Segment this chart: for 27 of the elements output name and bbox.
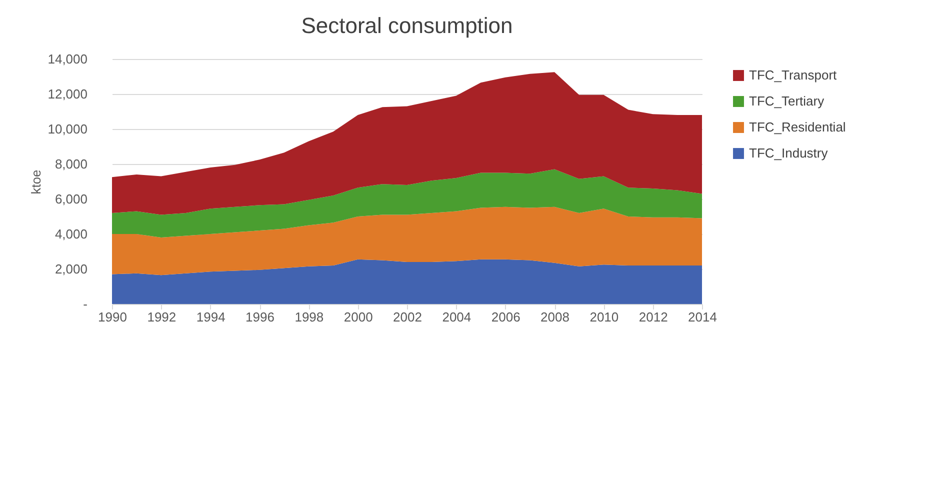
chart-title: Sectoral consumption (301, 13, 513, 38)
y-tick-label: 8,000 (54, 156, 88, 172)
y-tick-label: - (83, 296, 88, 312)
x-tick-label: 1992 (147, 310, 176, 324)
legend-label: TFC_Industry (749, 146, 828, 160)
x-tick-label: 2006 (491, 310, 520, 324)
x-tick-label: 2002 (393, 310, 422, 324)
x-tick-label: 2004 (442, 310, 472, 324)
legend-label: TFC_Transport (749, 68, 838, 82)
x-tick-label: 1996 (246, 310, 274, 324)
y-tick-label: 14,000 (48, 52, 88, 66)
y-axis-title: ktoe (28, 170, 44, 194)
x-tick-label: 2010 (590, 310, 619, 324)
y-tick-label: 6,000 (54, 192, 88, 206)
y-tick-label: 2,000 (54, 262, 88, 276)
legend-label: TFC_Tertiary (749, 94, 825, 108)
x-tick-label: 2008 (540, 310, 570, 324)
x-tick-label: 2014 (688, 310, 717, 324)
x-tick-label: 1990 (98, 310, 127, 324)
y-tick-label: 4,000 (54, 226, 88, 242)
legend-label: TFC_Residential (749, 120, 846, 134)
x-tick-label: 2012 (638, 310, 668, 324)
x-tick-label: 1994 (196, 310, 226, 324)
y-tick-label: 12,000 (48, 86, 88, 102)
x-tick-label: 1998 (294, 310, 324, 324)
y-tick-label: 10,000 (48, 122, 88, 136)
x-tick-label: 2000 (344, 310, 373, 324)
